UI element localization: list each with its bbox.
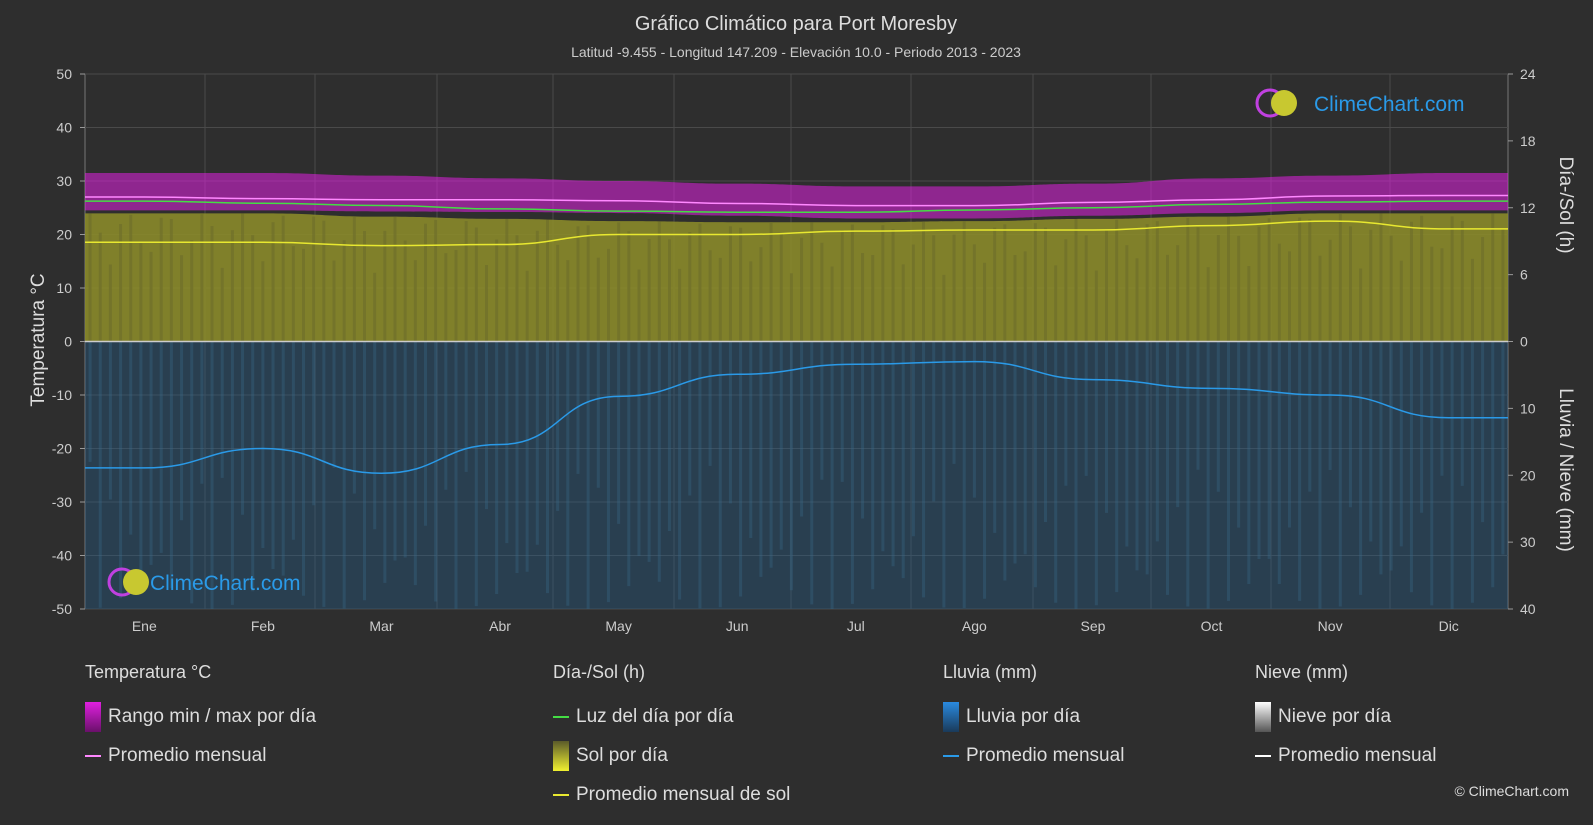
legend-title: Temperatura °C: [85, 662, 212, 682]
daylight-line: [85, 200, 1508, 213]
x-tick-label: Jun: [726, 618, 749, 634]
temperature-avg-line: [84, 194, 1508, 207]
left-tick-label: -30: [52, 494, 72, 510]
legend-swatch: [85, 754, 101, 757]
right-tick-label: 0: [1520, 334, 1528, 350]
right-bottom-axis-label: Lluvia / Nieve (mm): [1555, 388, 1576, 552]
legend-swatch: [943, 701, 959, 732]
legend-item-sunshine-avg: Promedio mensual de sol: [553, 775, 790, 814]
left-tick-label: 30: [56, 173, 72, 189]
legend-label: Promedio mensual: [966, 744, 1125, 766]
left-tick-label: 0: [64, 334, 72, 350]
x-tick-label: Ago: [962, 618, 987, 634]
legend-label: Rango min / max por día: [108, 705, 317, 727]
left-tick-label: -20: [52, 441, 72, 457]
right-tick-label: 20: [1520, 467, 1536, 483]
legend-title: Lluvia (mm): [943, 662, 1038, 682]
watermark-logo-sun-icon: [1271, 90, 1297, 116]
right-tick-label: 10: [1520, 400, 1536, 416]
legend-label: Promedio mensual de sol: [576, 783, 791, 805]
x-tick-label: Ene: [132, 618, 157, 634]
legend-item-daylight: Luz del día por día: [553, 697, 790, 736]
x-tick-label: Jul: [847, 618, 865, 634]
legend-label: Nieve por día: [1278, 705, 1392, 727]
legend-temperature: Temperatura °C Rango min / max por día P…: [85, 662, 316, 775]
left-tick-label: 40: [56, 120, 72, 136]
x-tick-label: Abr: [489, 618, 511, 634]
x-tick-label: May: [605, 618, 631, 634]
x-tick-label: Feb: [251, 618, 275, 634]
right-tick-label: 12: [1520, 200, 1536, 216]
left-axis-label: Temperatura °C: [28, 273, 49, 406]
sunshine-avg-line: [84, 220, 1508, 247]
x-tick-label: Nov: [1318, 618, 1343, 634]
legend-swatch: [1255, 754, 1271, 757]
legend-item-temp-avg: Promedio mensual: [85, 736, 316, 775]
right-top-axis-label: Día-/Sol (h): [1555, 156, 1576, 253]
legend-title: Día-/Sol (h): [553, 662, 646, 682]
legend-label: Luz del día por día: [576, 705, 734, 727]
legend-item-rain: Lluvia por día: [943, 697, 1124, 736]
legend-swatch: [553, 715, 569, 718]
copyright: © ClimeChart.com: [1454, 783, 1569, 799]
x-tick-label: Sep: [1080, 618, 1105, 634]
legend-swatch: [553, 793, 569, 796]
legend-label: Promedio mensual: [108, 744, 267, 766]
right-tick-label: 18: [1520, 133, 1536, 149]
chart-title: Gráfico Climático para Port Moresby: [635, 13, 957, 35]
legend-swatch: [943, 754, 959, 757]
plot-area: 50 40 30 20 10 0 -10 -20 -30 -40 -50 24 18 12 6 0 10 20 30…: [52, 66, 1536, 634]
left-tick-label: 20: [56, 227, 72, 243]
watermark-text: ClimeChart.com: [1314, 93, 1465, 116]
watermark-top: ClimeChart.com: [1255, 88, 1465, 118]
legend-item-rain-avg: Promedio mensual: [943, 736, 1124, 775]
right-tick-label: 30: [1520, 534, 1536, 550]
watermark-text: ClimeChart.com: [150, 572, 301, 595]
x-tick-label: Mar: [369, 618, 393, 634]
legend-daylight-sun: Día-/Sol (h) Luz del día por día Sol por…: [553, 662, 790, 814]
x-tick-label: Oct: [1201, 618, 1223, 634]
rain-avg-line: [84, 360, 1508, 474]
legend-item-snow-avg: Promedio mensual: [1255, 736, 1436, 775]
legend-swatch: [553, 740, 569, 771]
watermark-bottom: ClimeChart.com: [107, 567, 301, 597]
legend-rain: Lluvia (mm) Lluvia por día Promedio mens…: [943, 662, 1124, 775]
legend-item-temp-range: Rango min / max por día: [85, 697, 316, 736]
left-tick-label: 10: [56, 280, 72, 296]
legend-label: Lluvia por día: [966, 705, 1081, 727]
chart-subtitle: Latitud -9.455 - Longitud 147.209 - Elev…: [571, 44, 1021, 60]
left-tick-label: -50: [52, 601, 72, 617]
legend-title: Nieve (mm): [1255, 662, 1348, 682]
right-tick-label: 24: [1520, 66, 1536, 82]
legend-label: Promedio mensual: [1278, 744, 1437, 766]
legend-label: Sol por día: [576, 744, 668, 766]
x-tick-label: Dic: [1439, 618, 1459, 634]
left-tick-label: -10: [52, 387, 72, 403]
legend-swatch: [1255, 701, 1271, 732]
rain-area: [85, 341, 1508, 609]
left-tick-label: 50: [56, 66, 72, 82]
watermark-logo-sun-icon: [123, 569, 149, 595]
legend-snow: Nieve (mm) Nieve por día Promedio mensua…: [1255, 662, 1436, 775]
legend-swatch: [85, 701, 101, 732]
left-tick-label: -40: [52, 548, 72, 564]
legend-item-sunshine: Sol por día: [553, 736, 790, 775]
right-tick-label: 6: [1520, 267, 1528, 283]
right-tick-label: 40: [1520, 601, 1536, 617]
legend-item-snow: Nieve por día: [1255, 697, 1436, 736]
